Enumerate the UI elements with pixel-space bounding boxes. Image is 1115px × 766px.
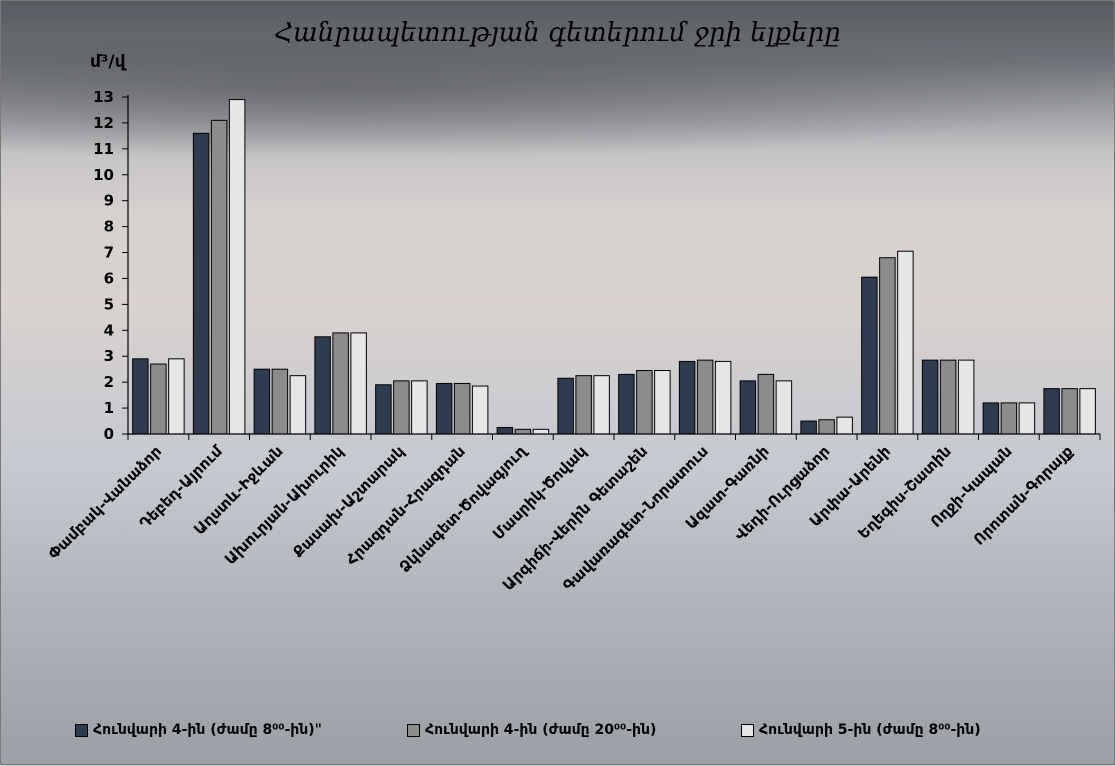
y-tick-label: 4 <box>104 321 114 339</box>
bar-s1-c6 <box>435 382 453 435</box>
bar-s2-c8 <box>575 375 592 435</box>
background-cloud-shadow <box>1 41 1115 161</box>
y-tick-label: 6 <box>104 269 114 287</box>
bar-s2-c15 <box>1000 402 1018 435</box>
bar-s3-c13 <box>897 250 914 435</box>
legend-label-series-1: Հունվարի 4-ին (ժամը 8⁰⁰-ին)" <box>93 722 322 738</box>
y-tick-label: 13 <box>93 88 114 106</box>
bar-s2-c11 <box>757 373 775 435</box>
y-tick-label: 1 <box>104 399 114 417</box>
bar-s1-c1 <box>132 358 149 435</box>
bar-s1-c16 <box>1043 388 1060 435</box>
bar-s3-c7 <box>532 428 550 435</box>
bar-s2-c14 <box>939 359 957 435</box>
bar-s3-c2 <box>228 99 246 435</box>
y-tick-label: 8 <box>104 218 114 236</box>
bar-s2-c1 <box>150 363 167 435</box>
bar-s2-c3 <box>271 368 289 435</box>
bar-s2-c7 <box>514 428 532 435</box>
bar-s2-c4 <box>332 332 349 435</box>
bar-s1-c15 <box>982 402 1000 435</box>
bar-s3-c8 <box>593 375 610 435</box>
bar-s3-c4 <box>350 332 367 435</box>
y-tick-label: 5 <box>104 295 114 313</box>
legend-swatch-series-3 <box>741 723 754 737</box>
legend-item-series-2: Հունվարի 4-ին (ժամը 20⁰⁰-ին) <box>407 722 656 738</box>
bar-s2-c5 <box>393 380 410 435</box>
bar-s3-c16 <box>1079 388 1096 435</box>
bar-s3-c14 <box>957 359 975 435</box>
bar-s3-c11 <box>775 380 793 435</box>
bar-s1-c3 <box>253 368 271 435</box>
x-tick-labels: Փամբակ-ՎանաձորԴեբեդ-ԱյրումԱղստև-ԻջևանԱխո… <box>45 441 1077 595</box>
bar-s2-c6 <box>453 382 471 435</box>
legend-swatch-series-2 <box>407 723 420 737</box>
bar-s1-c9 <box>618 373 635 435</box>
bar-s1-c5 <box>375 384 392 435</box>
chart-title: Հանրապետության գետերում ջրի ելքերը <box>274 18 841 48</box>
bar-s1-c13 <box>861 276 878 435</box>
x-tick-label: Փամբակ-Վանաձոր <box>45 442 166 563</box>
bar-s1-c8 <box>557 377 574 435</box>
x-tick-label: Քասախ-Աշտարակ <box>289 442 408 561</box>
y-tick-label: 0 <box>104 425 114 443</box>
y-tick-label: 3 <box>104 347 114 365</box>
bar-s1-c2 <box>192 132 210 435</box>
axes-layer <box>122 95 1101 440</box>
y-tick-label: 10 <box>93 166 114 184</box>
bar-s3-c1 <box>168 358 185 435</box>
bar-s3-c3 <box>289 375 307 435</box>
y-tick-label: 9 <box>104 192 114 210</box>
bar-s1-c12 <box>800 420 817 435</box>
background-reeds <box>1 481 1115 766</box>
y-tick-label: 7 <box>104 244 114 262</box>
bar-s3-c10 <box>714 360 732 435</box>
bar-s1-c4 <box>314 336 331 435</box>
y-tick-label: 2 <box>104 373 114 391</box>
bar-s3-c5 <box>411 380 428 435</box>
bar-s2-c12 <box>818 419 835 435</box>
legend-item-series-3: Հունվարի 5-ին (ժամը 8⁰⁰-ին) <box>741 722 981 738</box>
legend-swatch-series-1 <box>75 723 88 737</box>
bar-s3-c12 <box>836 416 853 435</box>
bar-s2-c13 <box>879 257 896 435</box>
bar-s2-c2 <box>210 119 228 435</box>
bar-s3-c15 <box>1018 402 1036 435</box>
x-tick-label: Ախուրյան-Ախուրիկ <box>221 442 347 568</box>
bar-s1-c14 <box>921 359 939 435</box>
bar-s1-c10 <box>678 360 696 435</box>
bar-s2-c10 <box>696 359 714 435</box>
x-tick-label: Հրազդան-Հրազդան <box>342 442 469 569</box>
legend-item-series-1: Հունվարի 4-ին (ժամը 8⁰⁰-ին)" <box>75 722 322 738</box>
legend-label-series-3: Հունվարի 5-ին (ժամը 8⁰⁰-ին) <box>759 722 981 738</box>
y-axis-unit: մ³/վ <box>90 52 126 72</box>
bar-s3-c6 <box>471 385 489 435</box>
bar-s1-c11 <box>739 380 757 435</box>
bar-s2-c9 <box>636 369 653 435</box>
y-tick-label: 12 <box>93 114 114 132</box>
y-tick-label: 11 <box>93 140 114 158</box>
bar-s2-c16 <box>1061 388 1078 435</box>
legend: Հունվարի 4-ին (ժամը 8⁰⁰-ին)" Հունվարի 4-… <box>0 722 1115 746</box>
bars-layer <box>132 99 1096 435</box>
bar-s3-c9 <box>654 369 671 435</box>
legend-label-series-2: Հունվարի 4-ին (ժամը 20⁰⁰-ին) <box>425 722 657 738</box>
bar-s1-c7 <box>496 427 514 435</box>
